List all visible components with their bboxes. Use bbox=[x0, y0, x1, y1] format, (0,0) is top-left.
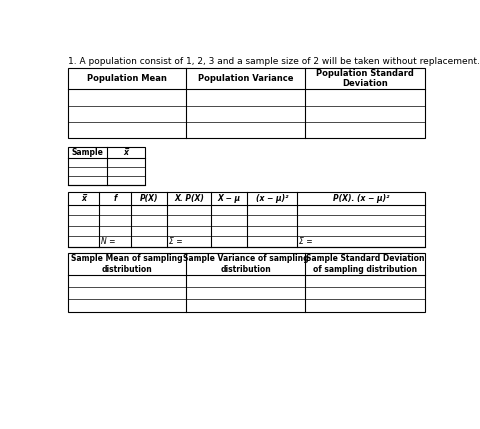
Text: x̅: x̅ bbox=[81, 194, 86, 203]
Text: x̅: x̅ bbox=[123, 148, 128, 157]
Bar bbox=[68, 147, 145, 185]
Text: X. P(X): X. P(X) bbox=[174, 194, 204, 203]
Text: 1. A population consist of 1, 2, 3 and a sample size of 2 will be taken without : 1. A population consist of 1, 2, 3 and a… bbox=[68, 57, 479, 66]
Text: P(X). (x − μ)²: P(X). (x − μ)² bbox=[332, 194, 389, 203]
Text: Population Variance: Population Variance bbox=[198, 74, 293, 83]
Text: N =: N = bbox=[101, 237, 115, 246]
Text: (x − μ)²: (x − μ)² bbox=[255, 194, 288, 203]
Bar bbox=[68, 253, 424, 312]
Text: Sample Variance of sampling
distribution: Sample Variance of sampling distribution bbox=[182, 254, 308, 274]
Text: Sample: Sample bbox=[71, 148, 103, 157]
Text: Population Standard
Deviation: Population Standard Deviation bbox=[315, 69, 413, 88]
Text: Σ =: Σ = bbox=[298, 237, 312, 246]
Text: X − μ: X − μ bbox=[217, 194, 240, 203]
Text: Population Mean: Population Mean bbox=[87, 74, 167, 83]
Bar bbox=[68, 68, 424, 139]
Text: Σ =: Σ = bbox=[168, 237, 182, 246]
Text: Sample Standard Deviation
of sampling distribution: Sample Standard Deviation of sampling di… bbox=[305, 254, 423, 274]
Bar bbox=[68, 192, 424, 247]
Text: P(X): P(X) bbox=[139, 194, 158, 203]
Text: f: f bbox=[113, 194, 117, 203]
Text: Sample Mean of sampling
distribution: Sample Mean of sampling distribution bbox=[71, 254, 182, 274]
